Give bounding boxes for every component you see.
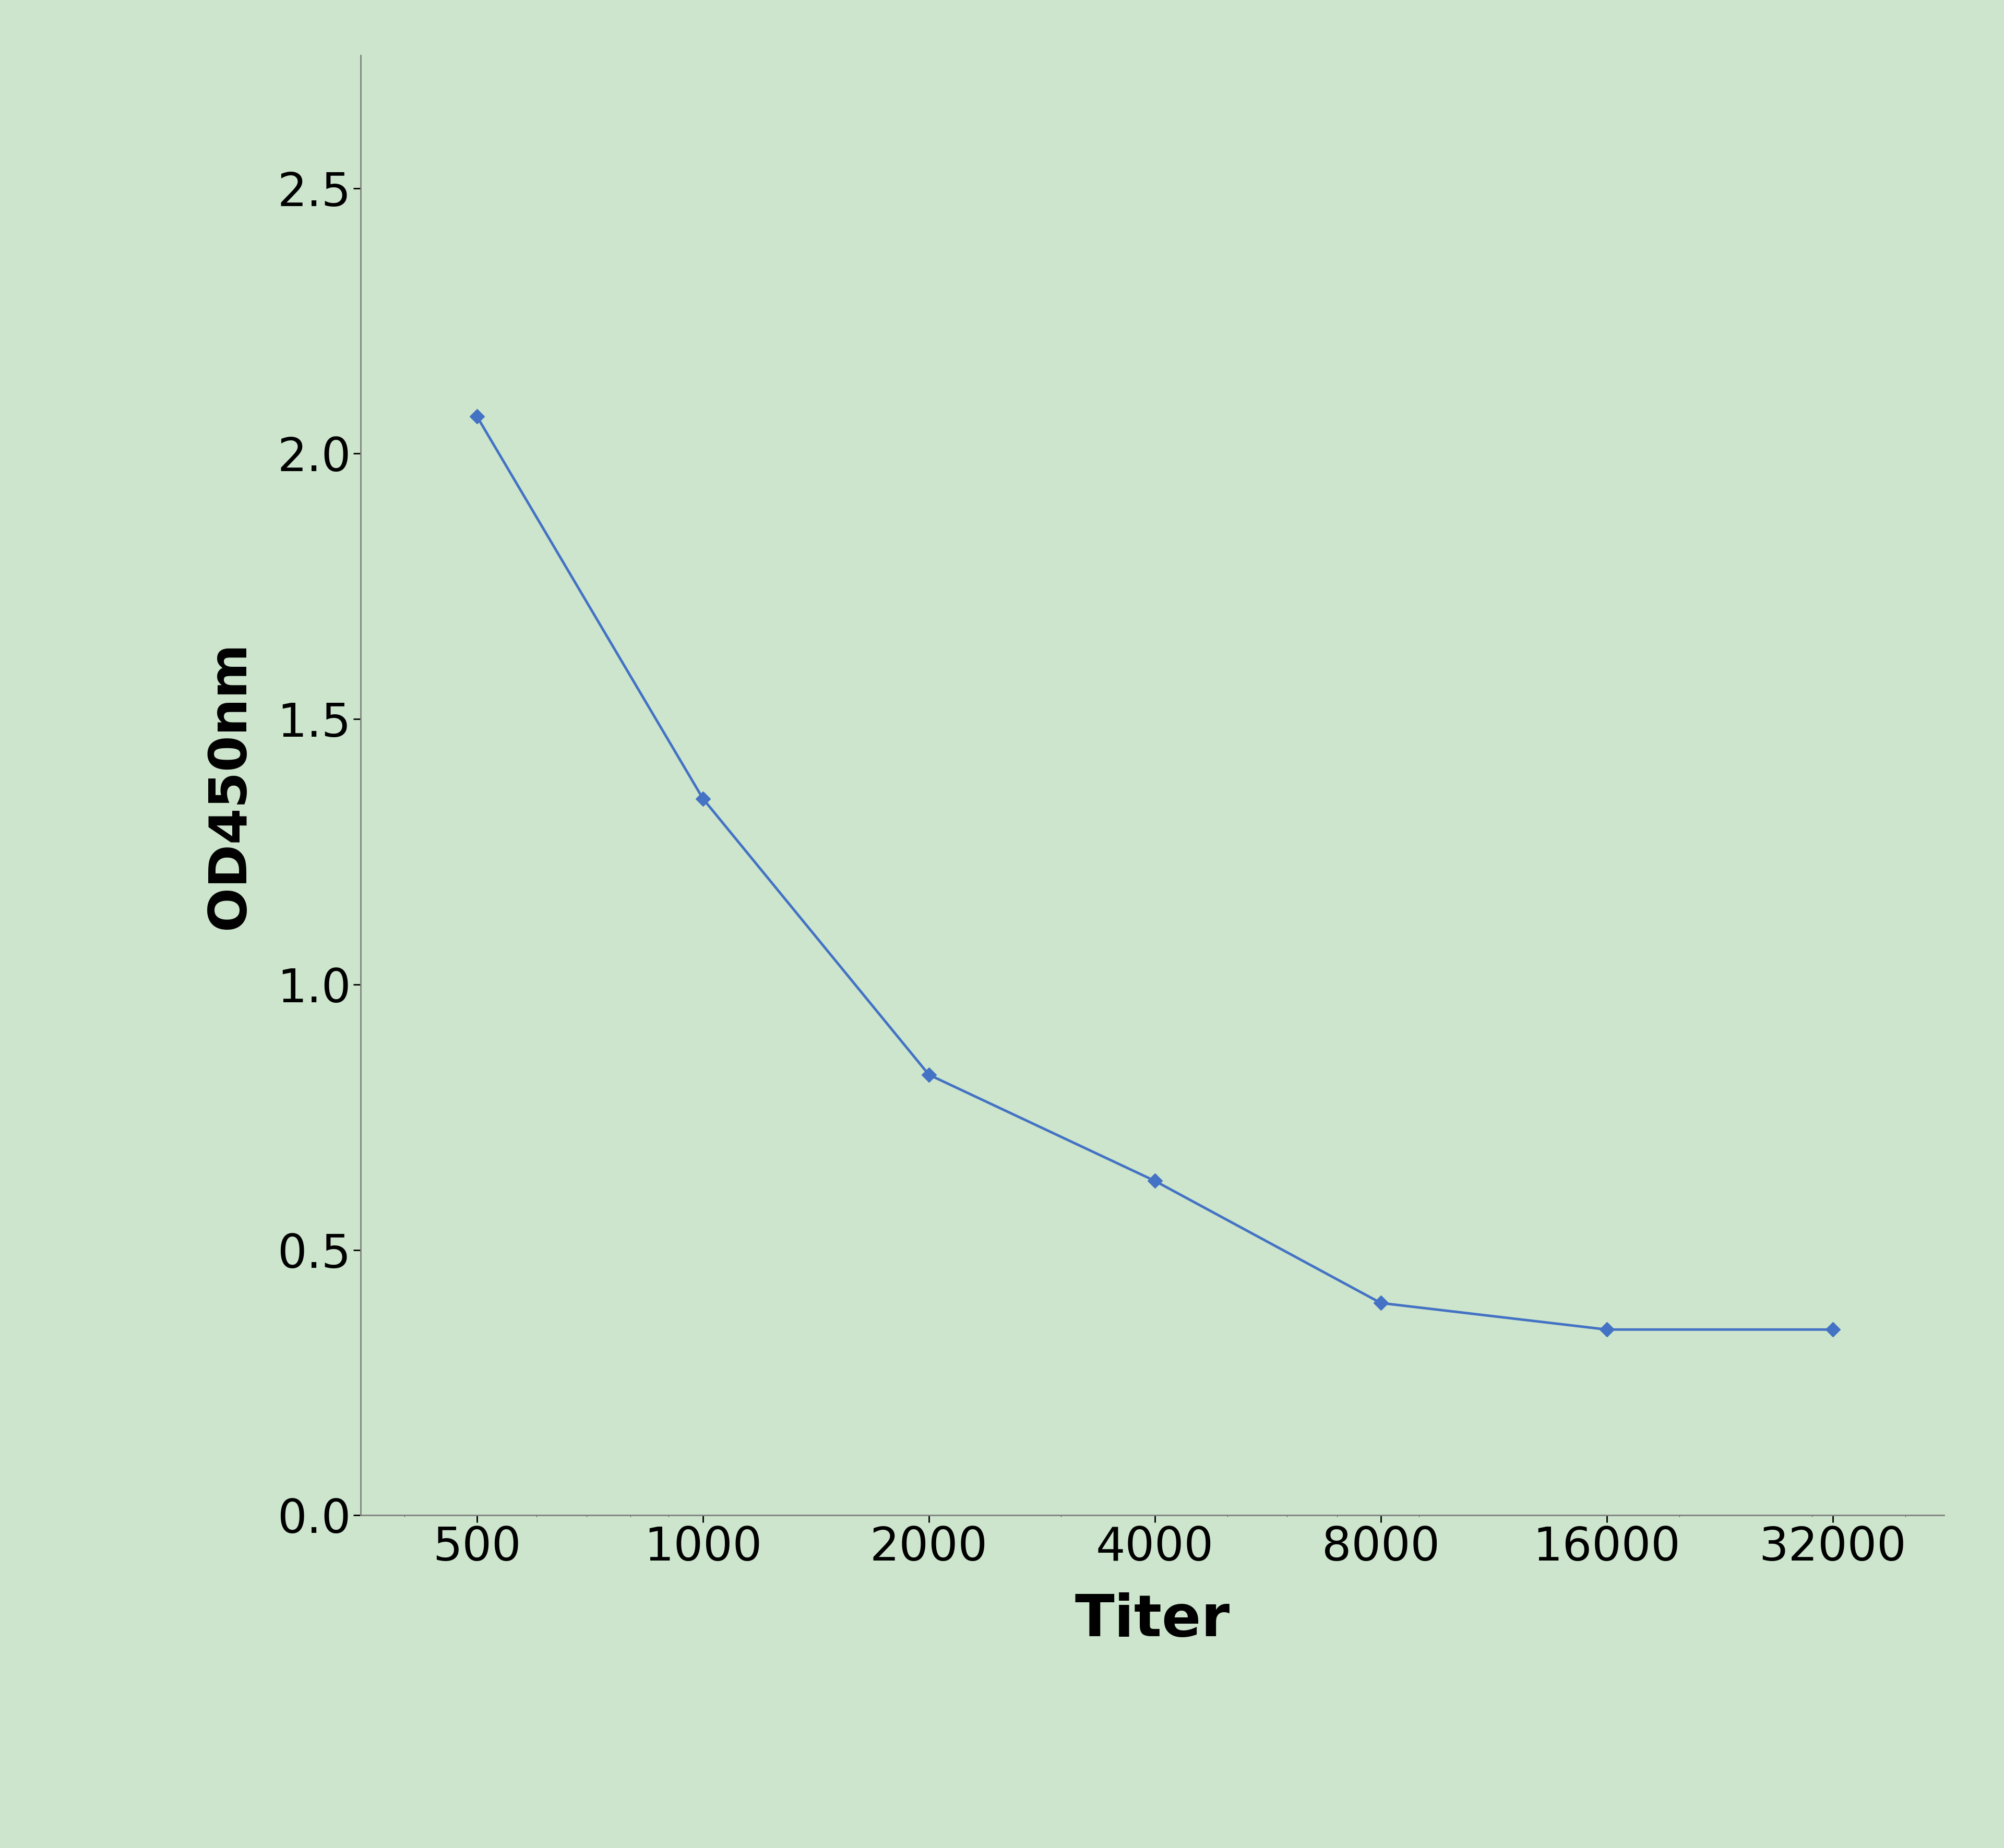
- X-axis label: Titer: Titer: [1074, 1593, 1230, 1648]
- Y-axis label: OD450nm: OD450nm: [204, 641, 255, 930]
